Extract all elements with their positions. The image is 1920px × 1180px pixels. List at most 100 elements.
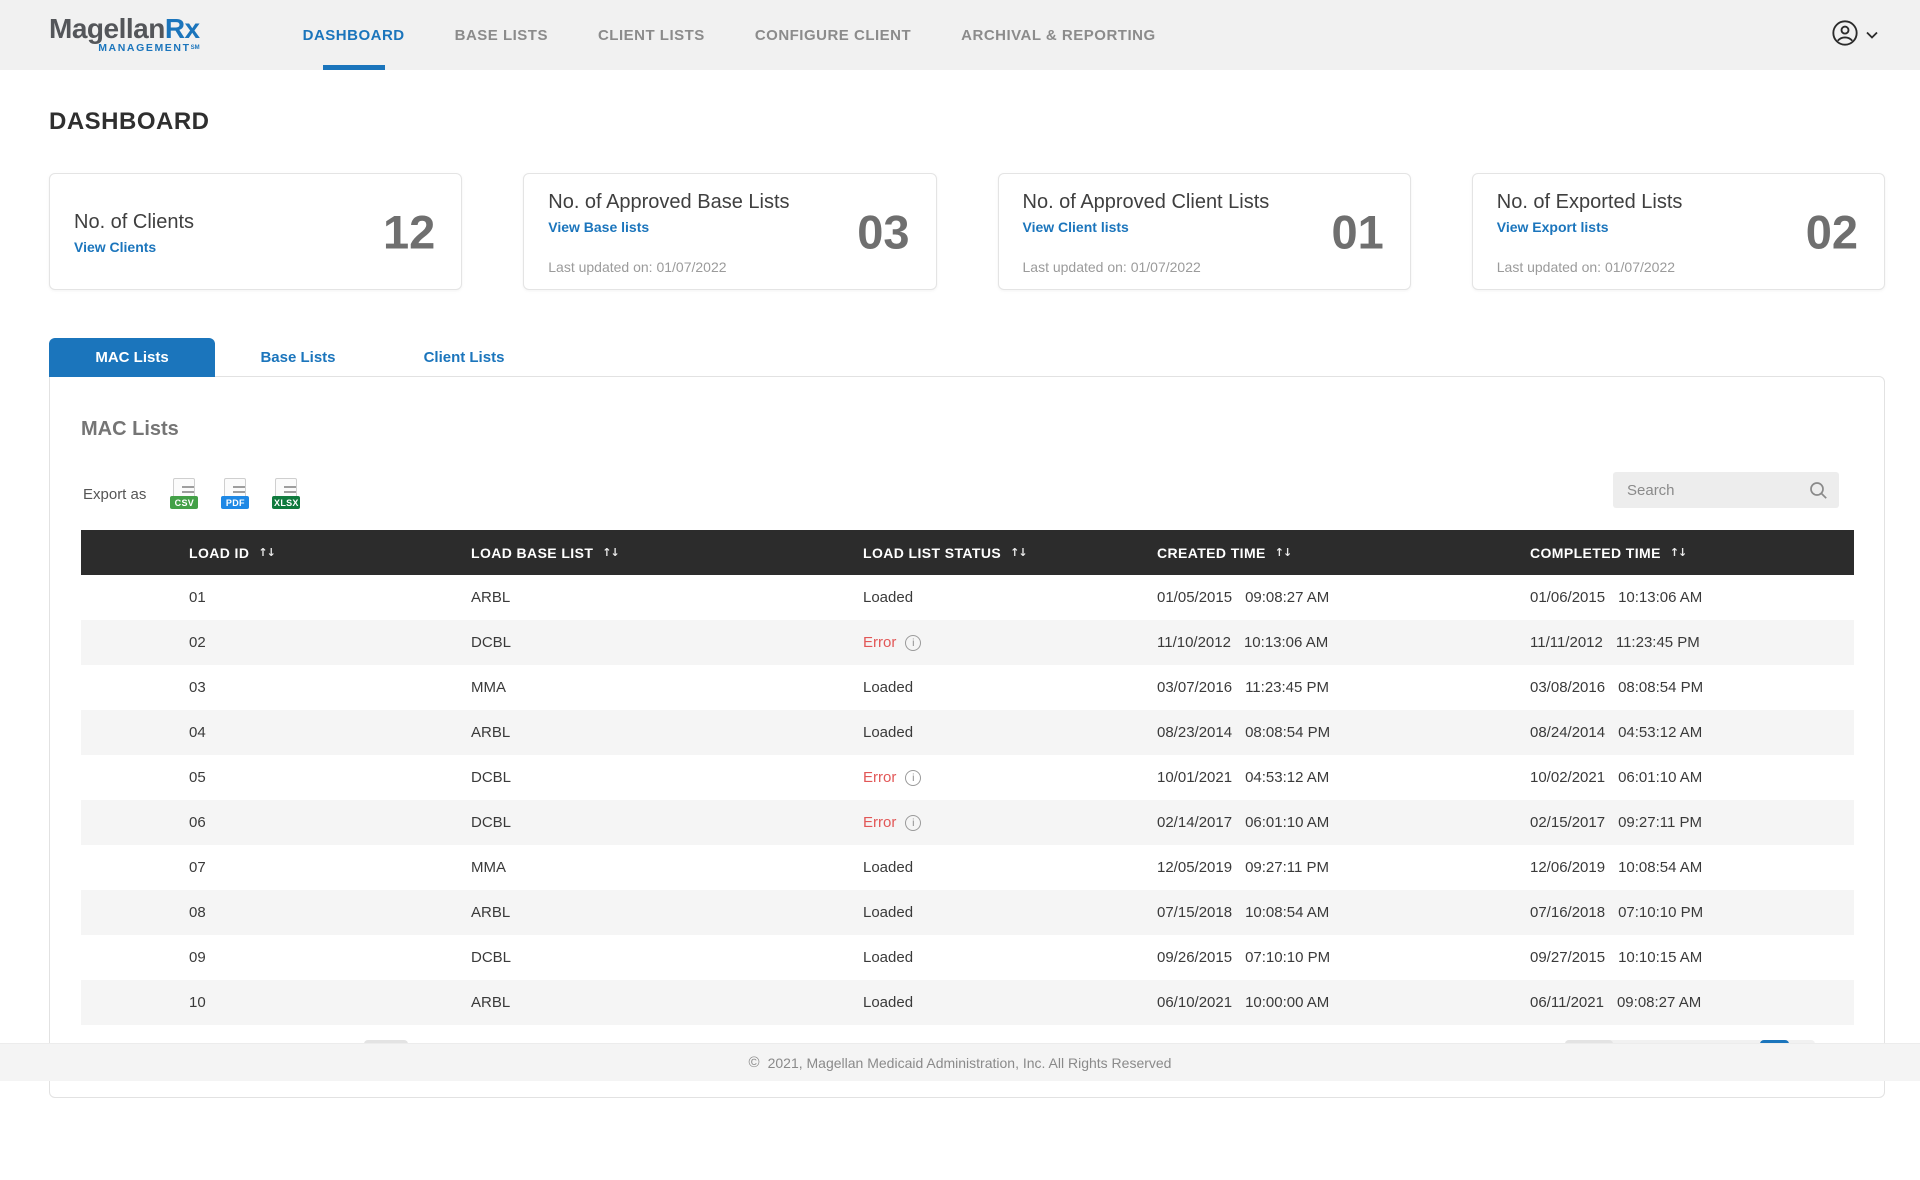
stat-card-value: 12 xyxy=(382,205,436,258)
table-row: 07 MMA Loaded 12/05/2019 09:27:11 PM 12/06/20… xyxy=(81,845,1854,890)
view-base-lists-link[interactable]: View Base lists xyxy=(548,219,650,235)
stat-card-value: 02 xyxy=(1805,205,1858,258)
time-value: 10:10:15 AM xyxy=(1618,949,1703,966)
error-info-icon[interactable]: i xyxy=(905,634,922,651)
load-list-status-cell: Loaded xyxy=(863,679,1157,696)
table-row: 08 ARBL Loaded 07/15/2018 10:08:54 AM 07/16/2… xyxy=(81,890,1854,935)
table-row: 10 ARBL Loaded 06/10/2021 10:00:00 AM 06/11/2… xyxy=(81,980,1854,1025)
panel-heading: MAC Lists xyxy=(81,418,179,440)
stat-card-approved-client-lists: No. of Approved Client Lists View Client… xyxy=(997,173,1411,290)
column-header-completed-time: COMPLETED TIME ↑↓ xyxy=(1530,544,1687,561)
date-value: 11/11/2012 xyxy=(1530,634,1603,651)
tab-mac-lists[interactable]: MAC Lists xyxy=(49,338,215,377)
date-value: 10/02/2021 xyxy=(1530,769,1606,786)
table-row: 02 DCBL Error i 11/10/2012 10:13:06 AM 11/11/2… xyxy=(81,620,1854,665)
search-input[interactable] xyxy=(1613,472,1839,508)
error-info-icon[interactable]: i xyxy=(905,769,922,786)
stat-card-value: 03 xyxy=(857,205,910,258)
search-icon[interactable] xyxy=(1809,481,1828,505)
csv-badge: CSV xyxy=(170,496,199,509)
sort-icon[interactable]: ↑↓ xyxy=(258,546,275,559)
completed-time-cell: 03/08/2016 08:08:54 PM xyxy=(1530,679,1854,696)
table-row: 09 DCBL Loaded 09/26/2015 07:10:10 PM 09/27/2… xyxy=(81,935,1854,980)
date-value: 06/11/2021 xyxy=(1530,994,1604,1011)
load-base-list-cell: DCBL xyxy=(471,814,512,831)
nav-item-base-lists[interactable]: BASE LISTS xyxy=(454,26,548,44)
created-time-cell: 08/23/2014 08:08:54 PM xyxy=(1157,724,1530,741)
sort-icon[interactable]: ↑↓ xyxy=(1274,546,1292,559)
status-text: Loaded xyxy=(863,589,914,606)
mac-lists-table: LOAD ID ↑↓ LOAD BASE LIST ↑↓ LOAD LIST STA… xyxy=(81,530,1854,1025)
date-value: 08/24/2014 xyxy=(1530,724,1606,741)
mac-lists-panel: MAC Lists Export as CSV PDF XLSX xyxy=(49,376,1885,1098)
load-list-status-cell: Loaded xyxy=(863,904,1157,921)
stat-card-approved-base-lists: No. of Approved Base Lists View Base lis… xyxy=(523,173,937,290)
page-title: DASHBOARD xyxy=(49,108,210,135)
load-id-cell: 04 xyxy=(189,724,206,741)
top-navigation-bar: MagellanRx MANAGEMENTSM DASHBOARD BASE L… xyxy=(0,0,1920,70)
last-updated-text: Last updated on: 01/07/2022 xyxy=(1022,259,1201,275)
load-id-cell: 02 xyxy=(189,634,206,651)
export-csv-icon[interactable]: CSV xyxy=(170,478,199,509)
nav-item-client-lists[interactable]: CLIENT LISTS xyxy=(597,26,705,44)
created-time-cell: 07/15/2018 10:08:54 AM xyxy=(1157,904,1530,921)
time-value: 04:53:12 AM xyxy=(1245,769,1330,786)
main-nav: DASHBOARD BASE LISTS CLIENT LISTS CONFIG… xyxy=(278,0,1181,70)
completed-time-cell: 01/06/2015 10:13:06 AM xyxy=(1530,589,1854,606)
magellanrx-logo[interactable]: MagellanRx MANAGEMENTSM xyxy=(49,12,200,55)
date-value: 09/26/2015 xyxy=(1157,949,1233,966)
load-id-cell: 10 xyxy=(189,994,206,1011)
created-time-cell: 11/10/2012 10:13:06 AM xyxy=(1157,634,1530,651)
completed-time-cell: 08/24/2014 04:53:12 AM xyxy=(1530,724,1854,741)
copyright-icon: © xyxy=(748,1054,760,1071)
date-value: 01/06/2015 xyxy=(1530,589,1606,606)
load-id-cell: 08 xyxy=(189,904,206,921)
load-base-list-cell: ARBL xyxy=(471,724,511,741)
table-row: 03 MMA Loaded 03/07/2016 11:23:45 PM 03/08/20… xyxy=(81,665,1854,710)
view-export-lists-link[interactable]: View Export lists xyxy=(1496,219,1609,235)
time-value: 06:01:10 AM xyxy=(1245,814,1330,831)
date-value: 03/08/2016 xyxy=(1530,679,1606,696)
date-value: 10/01/2021 xyxy=(1157,769,1233,786)
user-account-menu[interactable] xyxy=(1831,19,1878,52)
export-xlsx-icon[interactable]: XLSX xyxy=(272,478,301,509)
copyright-text: 2021, Magellan Medicaid Administration, … xyxy=(767,1054,1172,1071)
load-base-list-cell: ARBL xyxy=(471,904,511,921)
column-header-load-id: LOAD ID ↑↓ xyxy=(189,544,276,561)
nav-item-configure-client[interactable]: CONFIGURE CLIENT xyxy=(754,26,912,44)
table-row: 01 ARBL Loaded 01/05/2015 09:08:27 AM 01/06/2… xyxy=(81,575,1854,620)
stat-card-clients: No. of Clients View Clients 12 xyxy=(49,173,463,290)
nav-item-dashboard[interactable]: DASHBOARD xyxy=(278,0,430,70)
export-row: Export as CSV PDF XLSX xyxy=(83,478,1884,509)
status-text: Error xyxy=(863,814,897,831)
export-pdf-icon[interactable]: PDF xyxy=(221,478,250,509)
status-text: Error xyxy=(863,769,897,786)
time-value: 04:53:12 AM xyxy=(1618,724,1703,741)
time-value: 11:23:45 PM xyxy=(1245,679,1330,696)
date-value: 12/06/2019 xyxy=(1530,859,1606,876)
chevron-down-icon xyxy=(1866,26,1878,44)
sort-icon[interactable]: ↑↓ xyxy=(602,546,619,559)
tab-base-lists[interactable]: Base Lists xyxy=(260,349,336,366)
user-account-icon xyxy=(1831,19,1859,52)
sort-icon[interactable]: ↑↓ xyxy=(1010,546,1027,559)
export-as-label: Export as xyxy=(83,486,147,503)
load-base-list-cell: MMA xyxy=(471,679,506,696)
time-value: 09:27:11 PM xyxy=(1245,859,1330,876)
completed-time-cell: 11/11/2012 11:23:45 PM xyxy=(1530,634,1854,651)
error-info-icon[interactable]: i xyxy=(905,814,922,831)
tab-client-lists[interactable]: Client Lists xyxy=(423,349,505,366)
view-client-lists-link[interactable]: View Client lists xyxy=(1022,219,1129,235)
status-text: Error xyxy=(863,634,897,651)
view-clients-link[interactable]: View Clients xyxy=(74,239,157,255)
load-base-list-cell: DCBL xyxy=(471,769,512,786)
sort-icon[interactable]: ↑↓ xyxy=(1669,546,1687,559)
date-value: 03/07/2016 xyxy=(1157,679,1233,696)
logo-subtitle: MANAGEMENTSM xyxy=(98,41,200,54)
nav-item-archival-reporting[interactable]: ARCHIVAL & REPORTING xyxy=(961,26,1156,44)
logo-text-rx: Rx xyxy=(164,12,200,44)
table-row: 06 DCBL Error i 02/14/2017 06:01:10 AM 02/15/2… xyxy=(81,800,1854,845)
time-value: 10:08:54 AM xyxy=(1245,904,1330,921)
created-time-cell: 02/14/2017 06:01:10 AM xyxy=(1157,814,1530,831)
date-value: 06/10/2021 xyxy=(1157,994,1233,1011)
